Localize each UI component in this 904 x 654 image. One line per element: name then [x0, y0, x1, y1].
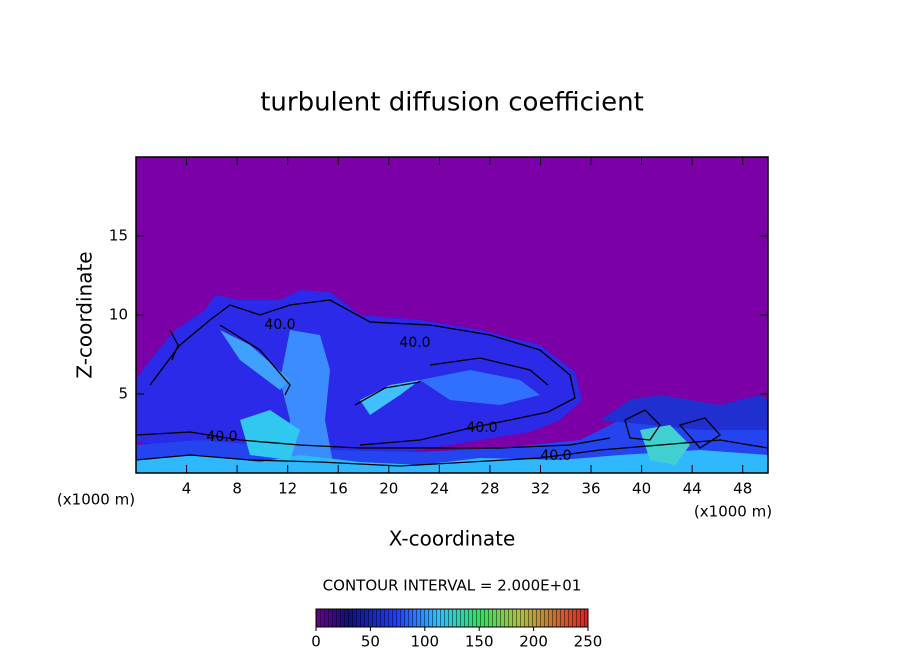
x-tick-label: 44: [683, 480, 702, 498]
x-tick-label: 16: [329, 480, 348, 498]
colorbar-frame: [315, 608, 589, 628]
y-tick-label: 10: [109, 306, 128, 324]
x-tick-label: 20: [379, 480, 398, 498]
contour-interval: CONTOUR INTERVAL = 2.000E+01: [323, 577, 582, 595]
contour-label: 40.0: [264, 317, 295, 333]
x-tick-label: 12: [278, 480, 297, 498]
colorbar-hatch: [316, 609, 588, 627]
contour-label: 40.0: [466, 420, 497, 436]
x-tick-label: 48: [733, 480, 752, 498]
contour-label: 40.0: [399, 335, 430, 351]
colorbar-tick-label: 0: [311, 633, 321, 651]
colorbar-tick-label: 250: [574, 633, 603, 651]
x-tick-label: 4: [182, 480, 192, 498]
y-axis-label: Z-coordinate: [73, 251, 97, 378]
y-unit: (x1000 m): [57, 491, 135, 509]
x-unit: (x1000 m): [694, 503, 772, 521]
x-tick-label: 8: [232, 480, 242, 498]
x-tick-label: 40: [632, 480, 651, 498]
colorbar-tick-label: 100: [410, 633, 439, 651]
x-tick-label: 24: [430, 480, 449, 498]
x-tick-label: 36: [581, 480, 600, 498]
x-axis-label: X-coordinate: [389, 527, 516, 551]
y-tick-label: 15: [109, 227, 128, 245]
contour-label: 40.0: [206, 429, 237, 445]
colorbar-tick-label: 50: [361, 633, 380, 651]
chart-title: turbulent diffusion coefficient: [260, 88, 644, 118]
x-tick-label: 28: [480, 480, 499, 498]
y-tick-label: 5: [118, 385, 128, 403]
field: [136, 157, 768, 473]
contour-label: 40.0: [540, 448, 571, 464]
colorbar-tick-label: 200: [519, 633, 548, 651]
x-tick-label: 32: [531, 480, 550, 498]
colorbar-tick-label: 150: [465, 633, 494, 651]
